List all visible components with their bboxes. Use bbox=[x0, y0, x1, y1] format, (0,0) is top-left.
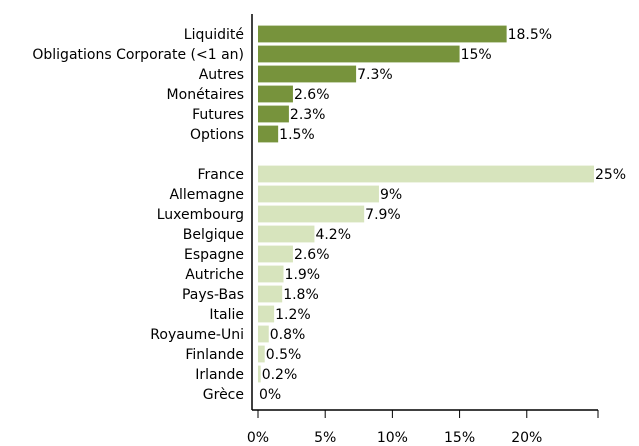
y-tick-label: Italie bbox=[209, 307, 244, 323]
value-label: 15% bbox=[461, 47, 492, 63]
bar bbox=[258, 25, 507, 43]
bar bbox=[258, 305, 275, 323]
y-tick-label: Liquidité bbox=[184, 27, 244, 43]
y-tick-label: Finlande bbox=[185, 347, 244, 363]
bar bbox=[258, 285, 283, 303]
value-label: 2.3% bbox=[290, 107, 326, 123]
bar bbox=[258, 185, 379, 203]
x-tick-label: 15% bbox=[444, 430, 475, 446]
y-tick-label: Futures bbox=[192, 107, 244, 123]
bar bbox=[258, 345, 265, 363]
x-tick-label: 0% bbox=[247, 430, 269, 446]
bar bbox=[258, 325, 269, 343]
y-tick-label: Pays-Bas bbox=[182, 287, 244, 303]
bar bbox=[258, 245, 293, 263]
y-tick-label: Irlande bbox=[195, 367, 244, 383]
value-label: 1.2% bbox=[275, 307, 311, 323]
y-tick-label: Belgique bbox=[183, 227, 244, 243]
y-tick-label: Espagne bbox=[184, 247, 244, 263]
y-tick-label: Monétaires bbox=[167, 87, 244, 103]
bar bbox=[258, 365, 261, 383]
value-label: 25% bbox=[595, 167, 626, 183]
value-label: 0.5% bbox=[266, 347, 302, 363]
value-label: 1.9% bbox=[285, 267, 321, 283]
bar bbox=[258, 45, 460, 63]
y-tick-label: Obligations Corporate (<1 an) bbox=[32, 47, 244, 63]
y-tick-label: Autres bbox=[199, 67, 244, 83]
y-tick-label: Luxembourg bbox=[157, 207, 244, 223]
bar bbox=[258, 105, 289, 123]
value-label: 7.3% bbox=[357, 67, 393, 83]
bar bbox=[258, 85, 293, 103]
bar bbox=[258, 265, 284, 283]
value-label: 1.5% bbox=[279, 127, 315, 143]
y-tick-label: France bbox=[197, 167, 244, 183]
value-label: 9% bbox=[380, 187, 402, 203]
y-tick-label: Options bbox=[190, 127, 244, 143]
value-label: 7.9% bbox=[365, 207, 401, 223]
y-tick-label: Autriche bbox=[185, 267, 244, 283]
x-tick-label: 5% bbox=[314, 430, 336, 446]
bar bbox=[258, 165, 594, 183]
bar bbox=[258, 65, 357, 83]
y-tick-label: Grèce bbox=[203, 387, 244, 403]
value-label: 4.2% bbox=[315, 227, 351, 243]
bar bbox=[258, 225, 315, 243]
value-label: 0.2% bbox=[262, 367, 298, 383]
value-label: 0% bbox=[259, 387, 281, 403]
y-tick-label: Allemagne bbox=[169, 187, 244, 203]
value-label: 0.8% bbox=[270, 327, 306, 343]
value-label: 1.8% bbox=[283, 287, 319, 303]
x-tick-label: 10% bbox=[377, 430, 408, 446]
value-label: 18.5% bbox=[508, 27, 552, 43]
value-label: 2.6% bbox=[294, 87, 330, 103]
bar bbox=[258, 205, 365, 223]
bar bbox=[258, 125, 279, 143]
y-tick-label: Royaume-Uni bbox=[150, 327, 244, 343]
x-tick-label: 20% bbox=[511, 430, 542, 446]
value-label: 2.6% bbox=[294, 247, 330, 263]
